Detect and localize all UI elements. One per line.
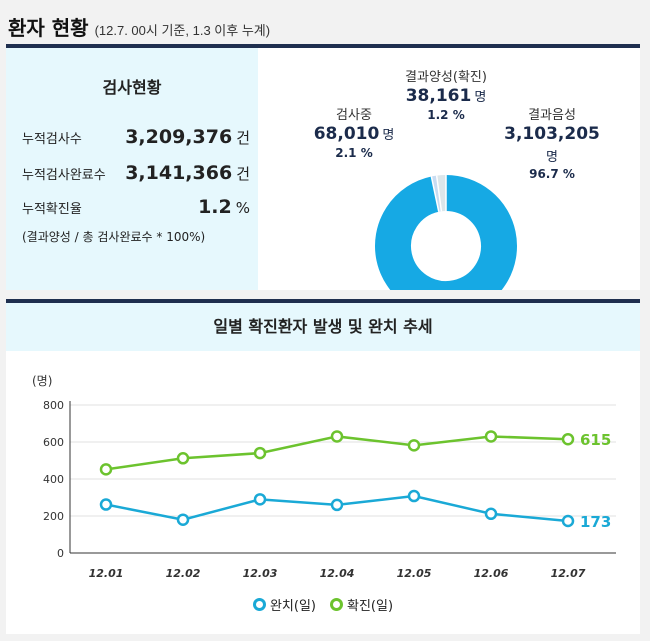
x-tick-label: 12.03 xyxy=(243,567,278,580)
data-point xyxy=(407,439,421,452)
stat-row-completed-tests: 누적검사완료수 3,141,366 건 xyxy=(22,162,250,184)
stat-label: 누적검사완료수 xyxy=(22,168,106,183)
trend-panel: 일별 확진환자 발생 및 완치 추세 (명) 0 200 400 600 800 12.0… xyxy=(6,299,640,634)
donut-label-testing: 검사중 68,010 명 2.1 % xyxy=(313,108,395,160)
trend-legend: 완치(일) 확진(일) xyxy=(6,595,640,614)
end-value-label: 615 xyxy=(580,431,611,449)
page-header: 환자 현황 (12.7. 00시 기준, 1.3 이후 누계) xyxy=(8,12,270,41)
y-tick-label: 200 xyxy=(43,510,64,523)
result-donut-area: 결과양성(확진) 38,161 명 1.2 % 검사중 68,010 명 2.1 %… xyxy=(258,48,640,317)
test-stats-box: 검사현황 누적검사수 3,209,376 건 누적검사완료수 3,141,366 건… xyxy=(6,48,258,290)
data-point xyxy=(99,463,113,476)
x-tick-label: 12.06 xyxy=(474,567,509,580)
x-tick-label: 12.05 xyxy=(397,567,432,580)
stat-row-total-tests: 누적검사수 3,209,376 건 xyxy=(22,126,250,148)
stat-label: 누적확진율 xyxy=(22,202,82,217)
stat-label: 누적검사수 xyxy=(22,132,82,147)
page-subtitle: (12.7. 00시 기준, 1.3 이후 누계) xyxy=(94,23,271,38)
legend-item-recovered[interactable]: 완치(일) xyxy=(252,595,316,614)
donut-separator xyxy=(435,175,443,212)
end-value-label: 173 xyxy=(580,513,611,531)
data-point xyxy=(99,498,113,511)
y-tick-label: 0 xyxy=(57,547,64,560)
stats-note: (결과양성 / 총 검사완료수 * 100%) xyxy=(22,230,206,244)
data-point xyxy=(330,430,344,443)
data-point xyxy=(253,446,267,460)
x-tick-label: 12.02 xyxy=(166,567,201,580)
data-point xyxy=(561,432,575,446)
trend-line-chart: (명) 0 200 400 600 800 12.01 12.02 12.03 12.04 12.… xyxy=(32,374,616,580)
stat-value: 3,141,366 건 xyxy=(125,162,250,184)
donut-label-positive: 결과양성(확진) 38,161 명 1.2 % xyxy=(405,70,487,122)
test-status-panel: 검사현황 누적검사수 3,209,376 건 누적검사완료수 3,141,366 건… xyxy=(6,44,640,317)
legend-marker-confirmed xyxy=(330,598,343,611)
legend-item-confirmed[interactable]: 확진(일) xyxy=(330,595,393,614)
page-title: 환자 현황 xyxy=(8,16,89,40)
x-tick-label: 12.07 xyxy=(551,567,586,580)
legend-marker-recovered xyxy=(252,598,266,611)
y-tick-label: 400 xyxy=(43,473,64,486)
data-point xyxy=(561,514,575,528)
donut-separator xyxy=(430,176,440,212)
data-point xyxy=(176,452,190,465)
stat-value: 1.2% xyxy=(198,196,250,218)
y-tick-label: 600 xyxy=(43,436,64,449)
data-point xyxy=(176,513,190,526)
stats-title: 검사현황 xyxy=(102,78,162,97)
y-tick-label: 800 xyxy=(43,399,64,412)
data-point xyxy=(253,493,267,506)
data-point xyxy=(484,507,498,521)
trend-chart-title: 일별 확진환자 발생 및 완치 추세 xyxy=(6,303,640,351)
donut-label-negative: 결과음성 3,103,205 명 96.7 % xyxy=(504,108,600,181)
x-tick-label: 12.01 xyxy=(89,567,124,580)
x-tick-label: 12.04 xyxy=(320,567,355,580)
data-point xyxy=(330,498,344,512)
stat-row-positive-rate: 누적확진율 1.2% xyxy=(22,196,250,218)
y-axis-unit: (명) xyxy=(32,374,52,388)
data-point xyxy=(407,489,421,503)
stat-value: 3,209,376 건 xyxy=(125,126,250,148)
data-point xyxy=(484,430,498,443)
